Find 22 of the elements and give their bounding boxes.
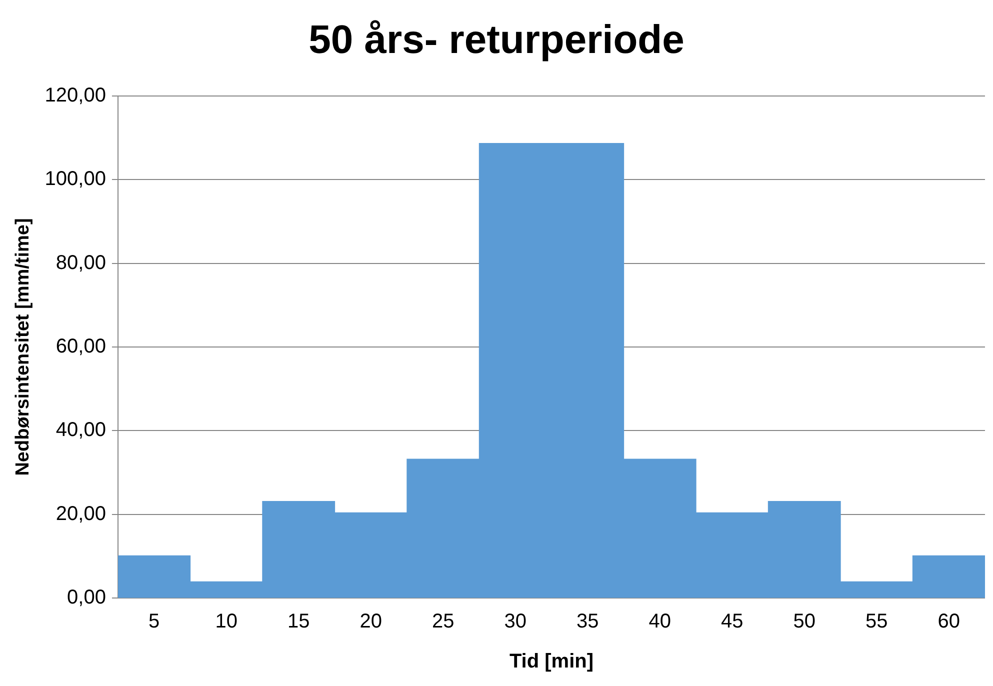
y-tick-label: 40,00 <box>56 419 106 442</box>
chart-title: 50 års- returperiode <box>308 18 684 62</box>
x-tick-label: 10 <box>215 610 238 633</box>
y-tick-label: 0,00 <box>67 586 106 609</box>
x-tick-label: 40 <box>648 610 671 633</box>
x-tick-label: 55 <box>865 610 888 633</box>
x-tick-label: 30 <box>504 610 526 633</box>
y-tick-label: 60,00 <box>56 336 106 358</box>
x-tick-label: 45 <box>720 610 744 633</box>
y-axis-title: Nedbørsintensitet [mm/time] <box>12 218 34 476</box>
x-axis-title: Tid [min] <box>509 650 594 673</box>
x-tick-label: 25 <box>432 610 454 633</box>
x-tick-label: 20 <box>360 610 382 633</box>
x-tick-label: 60 <box>938 610 960 633</box>
x-tick-label: 50 <box>793 610 816 633</box>
x-tick-label: 5 <box>148 610 160 633</box>
y-tick-label: 80,00 <box>56 252 106 274</box>
x-tick-label: 35 <box>576 610 599 633</box>
y-tick-label: 20,00 <box>56 502 106 525</box>
y-tick-label: 120,00 <box>44 84 106 107</box>
x-tick-label: 15 <box>287 610 310 633</box>
y-tick-label: 100,00 <box>44 168 106 190</box>
